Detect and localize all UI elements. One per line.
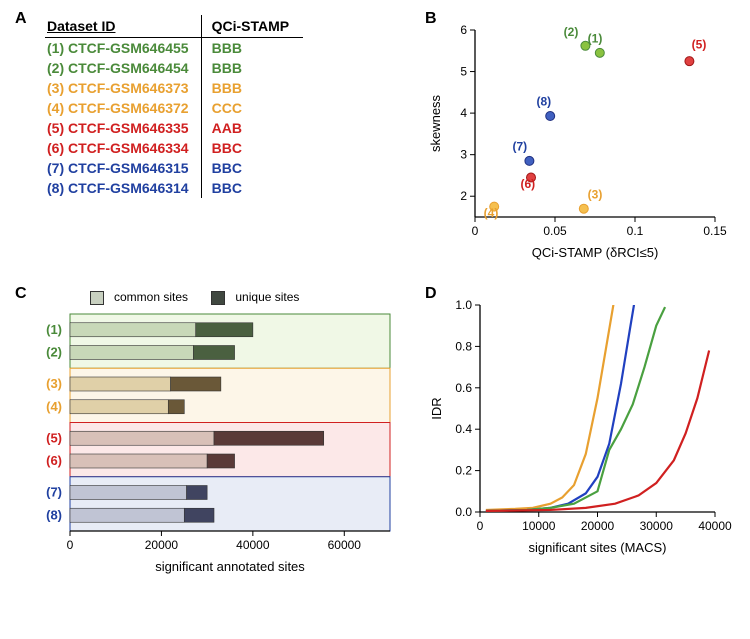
svg-text:skewness: skewness xyxy=(428,94,443,152)
panel-d-label: D xyxy=(425,285,437,303)
panel-c: C common sites unique sites (1)(2)(3)(4)… xyxy=(15,290,415,584)
dataset-id: (6) CTCF-GSM646334 xyxy=(45,138,201,158)
svg-text:(4): (4) xyxy=(46,399,62,414)
svg-text:0: 0 xyxy=(67,538,74,552)
svg-text:6: 6 xyxy=(460,23,467,37)
svg-text:IDR: IDR xyxy=(429,397,444,419)
svg-text:0.2: 0.2 xyxy=(455,464,472,478)
svg-text:0.05: 0.05 xyxy=(543,224,567,238)
svg-text:(1): (1) xyxy=(46,322,62,337)
bar-chart: (1) (2) (3) (4) (5) (6) (7) (8) 0 20000 40000 60000… xyxy=(15,309,405,579)
svg-text:significant sites (MACS): significant sites (MACS) xyxy=(529,540,667,555)
stamp-value: CCC xyxy=(201,98,303,118)
panel-c-legend: common sites unique sites xyxy=(90,290,415,305)
svg-text:(2): (2) xyxy=(46,344,62,359)
stamp-value: AAB xyxy=(201,118,303,138)
dataset-id: (1) CTCF-GSM646455 xyxy=(45,38,201,59)
table-row: (6) CTCF-GSM646334BBC xyxy=(45,138,303,158)
svg-text:(1): (1) xyxy=(588,31,603,45)
svg-text:(8): (8) xyxy=(46,507,62,522)
dataset-id: (3) CTCF-GSM646373 xyxy=(45,78,201,98)
svg-text:60000: 60000 xyxy=(328,538,362,552)
svg-text:4: 4 xyxy=(460,106,467,120)
svg-text:0: 0 xyxy=(472,224,479,238)
svg-text:0.0: 0.0 xyxy=(455,505,472,519)
panel-a-label: A xyxy=(15,10,27,28)
svg-text:(3): (3) xyxy=(46,376,62,391)
svg-text:3: 3 xyxy=(460,148,467,162)
table-row: (8) CTCF-GSM646314BBC xyxy=(45,178,303,198)
dataset-id: (8) CTCF-GSM646314 xyxy=(45,178,201,198)
svg-text:5: 5 xyxy=(460,65,467,79)
stamp-value: BBC xyxy=(201,178,303,198)
table-row: (1) CTCF-GSM646455BBB xyxy=(45,38,303,59)
svg-text:(4): (4) xyxy=(484,206,499,220)
stamp-value: BBB xyxy=(201,58,303,78)
svg-text:2: 2 xyxy=(460,189,467,203)
svg-text:30000: 30000 xyxy=(640,519,674,533)
panel-b: B 00.050.10.1523456QCi-STAMP (δRCI≤5)ske… xyxy=(425,15,745,270)
table-row: (4) CTCF-GSM646372CCC xyxy=(45,98,303,118)
svg-text:0.6: 0.6 xyxy=(455,381,472,395)
svg-text:10000: 10000 xyxy=(522,519,556,533)
stamp-value: BBC xyxy=(201,138,303,158)
table-row: (7) CTCF-GSM646315BBC xyxy=(45,158,303,178)
panel-a: A Dataset ID QCi-STAMP (1) CTCF-GSM64645… xyxy=(15,15,415,270)
svg-text:20000: 20000 xyxy=(581,519,615,533)
table-row: (3) CTCF-GSM646373BBB xyxy=(45,78,303,98)
svg-text:0: 0 xyxy=(477,519,484,533)
svg-text:significant annotated sites: significant annotated sites xyxy=(155,559,305,574)
stamp-value: BBB xyxy=(201,38,303,59)
dataset-id: (4) CTCF-GSM646372 xyxy=(45,98,201,118)
stamp-value: BBC xyxy=(201,158,303,178)
svg-text:0.4: 0.4 xyxy=(455,422,472,436)
svg-text:0.8: 0.8 xyxy=(455,339,472,353)
svg-text:40000: 40000 xyxy=(236,538,270,552)
svg-text:(7): (7) xyxy=(512,140,527,154)
dataset-id: (5) CTCF-GSM646335 xyxy=(45,118,201,138)
table-row: (2) CTCF-GSM646454BBB xyxy=(45,58,303,78)
col-stamp: QCi-STAMP xyxy=(201,15,303,38)
panel-d: D 0100002000030000400000.00.20.40.60.81.… xyxy=(425,290,745,584)
panel-c-label: C xyxy=(15,285,27,303)
dataset-table: Dataset ID QCi-STAMP (1) CTCF-GSM646455B… xyxy=(45,15,303,198)
svg-text:(6): (6) xyxy=(520,177,535,191)
svg-text:0.15: 0.15 xyxy=(703,224,727,238)
svg-text:(7): (7) xyxy=(46,484,62,499)
line-chart: 0100002000030000400000.00.20.40.60.81.0s… xyxy=(425,290,725,560)
svg-text:1.0: 1.0 xyxy=(455,298,472,312)
svg-text:40000: 40000 xyxy=(698,519,732,533)
svg-text:(5): (5) xyxy=(692,38,707,52)
legend-common: common sites xyxy=(114,290,188,304)
dataset-id: (7) CTCF-GSM646315 xyxy=(45,158,201,178)
stamp-value: BBB xyxy=(201,78,303,98)
svg-text:(6): (6) xyxy=(46,453,62,468)
panel-b-label: B xyxy=(425,10,437,28)
svg-text:20000: 20000 xyxy=(145,538,179,552)
legend-unique: unique sites xyxy=(235,290,299,304)
svg-text:(5): (5) xyxy=(46,430,62,445)
scatter-chart: 0 0.05 0.1 0.15 2 3 4 5 6 QCi-STAMP (δRCI≤5) skewn… xyxy=(425,15,725,265)
table-row: (5) CTCF-GSM646335AAB xyxy=(45,118,303,138)
dataset-id: (2) CTCF-GSM646454 xyxy=(45,58,201,78)
svg-text:(8): (8) xyxy=(536,95,551,109)
svg-text:(3): (3) xyxy=(588,187,603,201)
svg-text:QCi-STAMP (δRCI≤5): QCi-STAMP (δRCI≤5) xyxy=(532,245,659,260)
svg-text:(2): (2) xyxy=(564,25,579,39)
svg-text:0.1: 0.1 xyxy=(627,224,644,238)
col-dataset: Dataset ID xyxy=(45,15,201,38)
